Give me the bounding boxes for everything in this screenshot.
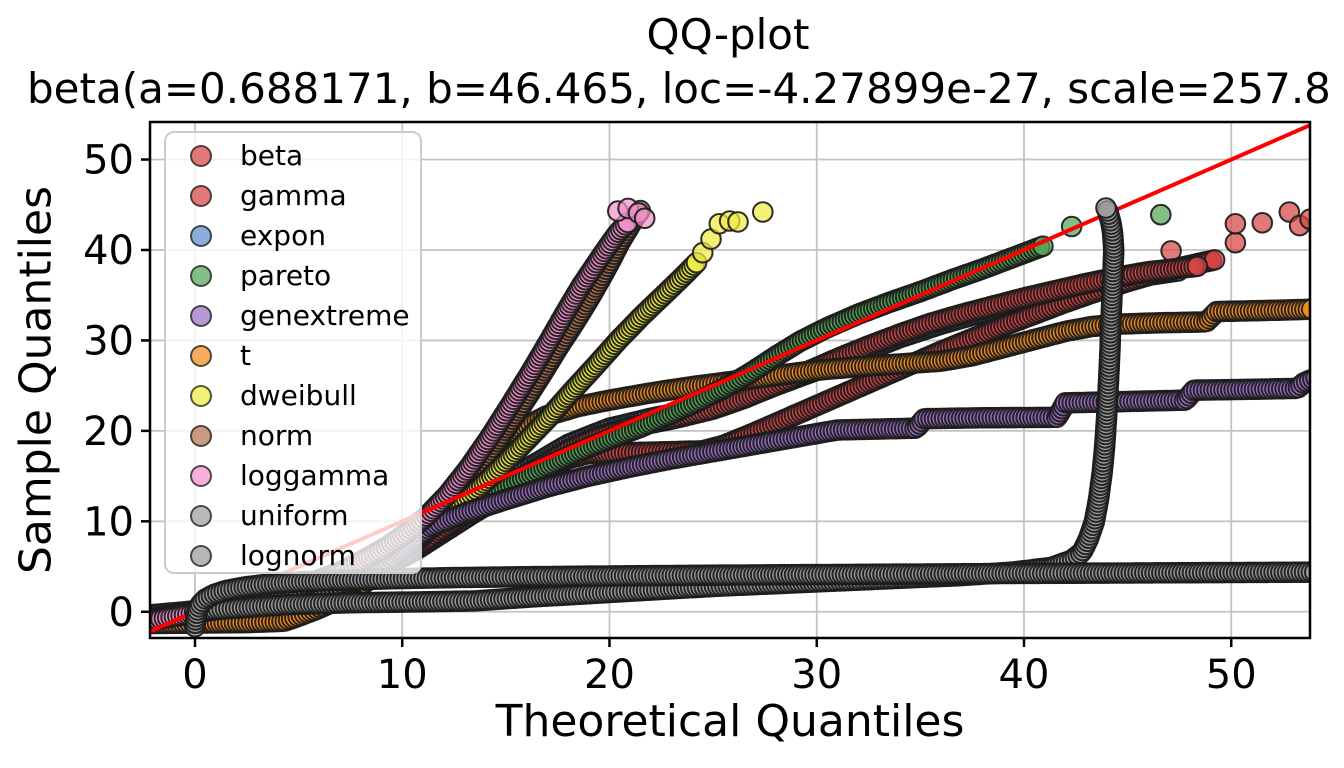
chart-subtitle: beta(a=0.688171, b=46.465, loc=-4.27899e…: [27, 64, 1331, 113]
legend-item-pareto: pareto: [166, 256, 420, 296]
legend-marker-icon: [190, 305, 212, 327]
x-tick-label: 50: [1206, 652, 1257, 698]
legend-item-gamma: gamma: [166, 176, 420, 216]
legend-item-norm: norm: [166, 416, 420, 456]
legend-label: expon: [240, 219, 326, 252]
series-layer: [150, 123, 1310, 638]
y-axis-label: Sample Quantiles: [10, 185, 62, 575]
ticks: 0 10 20 30 40 50 0 10 20 30 40 50: [83, 138, 1257, 698]
legend-item-dweibull: dweibull: [166, 376, 420, 416]
legend-marker-icon: [190, 545, 212, 567]
legend-label: beta: [240, 139, 304, 172]
legend-label: t: [240, 339, 251, 372]
legend-label: norm: [240, 419, 314, 452]
legend-marker-icon: [190, 345, 212, 367]
legend-item-genextreme: genextreme: [166, 296, 420, 336]
legend-marker-icon: [190, 145, 212, 167]
legend-marker-icon: [190, 425, 212, 447]
legend-item-loggamma: loggamma: [166, 456, 420, 496]
chart-title: QQ-plot: [646, 10, 810, 59]
axes-frame: [148, 120, 1312, 640]
legend-label: dweibull: [240, 379, 357, 412]
legend-item-lognorm: lognorm: [166, 536, 420, 576]
legend: beta gamma expon pareto genextreme t dweibull n…: [164, 131, 422, 574]
y-tick-label: 0: [109, 590, 134, 636]
y-tick-label: 40: [83, 228, 134, 274]
legend-item-uniform: uniform: [166, 496, 420, 536]
x-tick-label: 40: [999, 652, 1050, 698]
x-tick-label: 20: [584, 652, 635, 698]
legend-marker-icon: [190, 505, 212, 527]
legend-label: loggamma: [240, 459, 390, 492]
x-axis-label: Theoretical Quantiles: [495, 696, 965, 747]
y-tick-label: 30: [83, 318, 134, 364]
y-tick-label: 10: [83, 499, 134, 545]
legend-marker-icon: [190, 225, 212, 247]
legend-marker-icon: [190, 185, 212, 207]
x-tick-label: 0: [182, 652, 207, 698]
x-tick-label: 30: [791, 652, 842, 698]
legend-label: uniform: [240, 499, 349, 532]
legend-marker-icon: [190, 465, 212, 487]
legend-label: genextreme: [240, 299, 410, 332]
y-tick-label: 50: [83, 138, 134, 184]
legend-label: lognorm: [240, 539, 356, 572]
legend-item-t: t: [166, 336, 420, 376]
legend-label: gamma: [240, 179, 347, 212]
x-tick-label: 10: [377, 652, 428, 698]
legend-item-expon: expon: [166, 216, 420, 256]
y-tick-label: 20: [83, 409, 134, 455]
legend-label: pareto: [240, 259, 332, 292]
legend-item-beta: beta: [166, 136, 420, 176]
legend-marker-icon: [190, 385, 212, 407]
legend-marker-icon: [190, 265, 212, 287]
